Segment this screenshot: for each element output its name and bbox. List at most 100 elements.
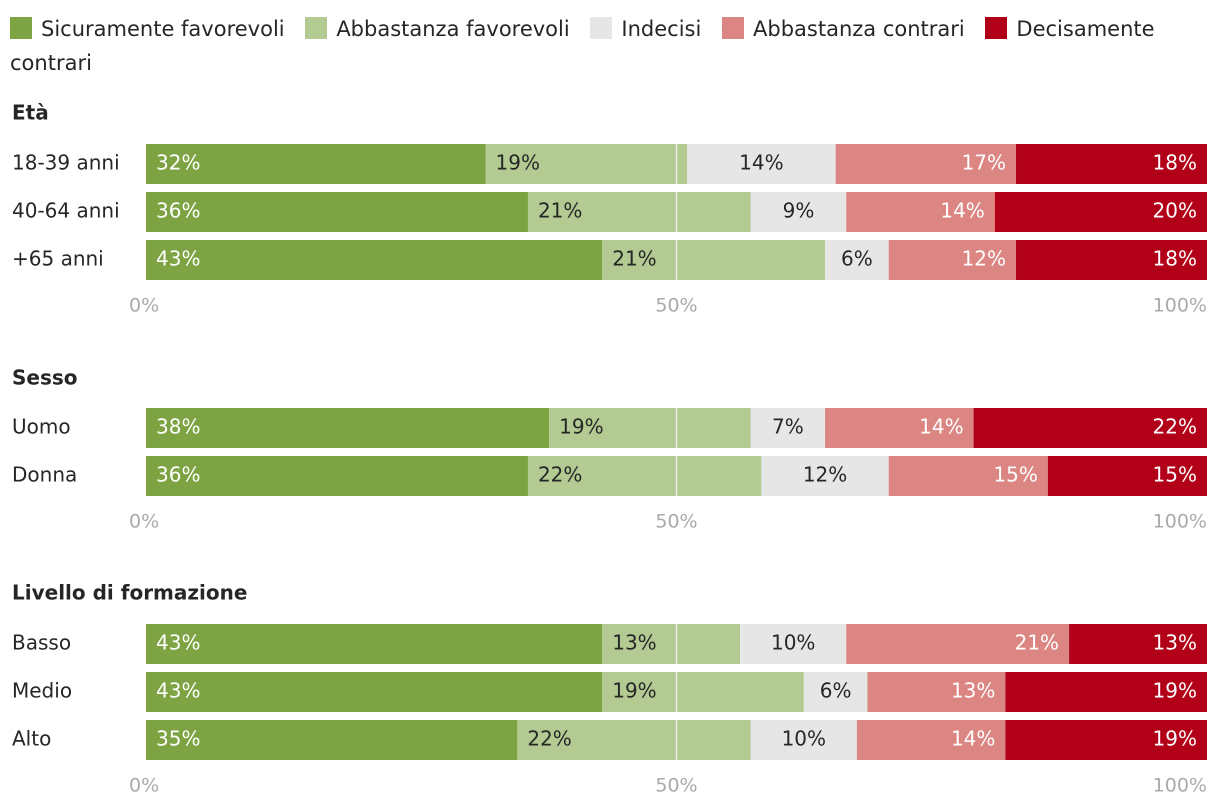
bar-segment-abbastanza-favorevoli <box>602 624 741 664</box>
axis-tick-label: 100% <box>1153 511 1207 533</box>
legend-item-abbastanza-contrari: Abbastanza contrari <box>722 17 965 41</box>
data-label: 14% <box>940 199 984 223</box>
legend-label: Abbastanza contrari <box>753 17 965 41</box>
bar-segment-decisamente-contrari <box>973 408 1207 448</box>
data-label: 17% <box>962 151 1006 175</box>
legend-swatch <box>305 17 328 39</box>
bar-segment-abbastanza-contrari <box>846 192 995 232</box>
axis-tick-label: 0% <box>129 511 159 533</box>
bar-segment-indecisi <box>761 456 889 496</box>
axis-tick-label: 50% <box>655 295 697 317</box>
data-label: 14% <box>951 727 995 751</box>
bar-segment-decisamente-contrari <box>1005 720 1207 760</box>
legend-swatch <box>10 17 32 39</box>
legend-label: Decisamente contrari <box>10 17 1155 75</box>
data-label: 35% <box>156 727 200 751</box>
legend-item-abbastanza-favorevoli: Abbastanza favorevoli <box>305 17 570 41</box>
data-label: 18% <box>1153 247 1197 271</box>
bar-segment-decisamente-contrari <box>1016 240 1207 280</box>
legend-swatch <box>722 17 744 39</box>
data-label: 43% <box>156 247 200 271</box>
bar-segment-indecisi <box>750 192 847 232</box>
legend-swatch <box>985 17 1008 39</box>
bar-segment-abbastanza-favorevoli <box>549 408 751 448</box>
data-label: 15% <box>993 463 1037 487</box>
bar-segment-abbastanza-favorevoli <box>527 456 762 496</box>
data-label: 18% <box>1153 151 1197 175</box>
data-label: 13% <box>951 679 995 703</box>
data-label: 36% <box>156 463 200 487</box>
data-label: 6% <box>820 679 852 703</box>
bar-segment-indecisi <box>803 672 868 712</box>
data-label: 15% <box>1153 463 1197 487</box>
group-title: Sesso <box>12 366 78 390</box>
legend-item-sicuramente-favorevoli: Sicuramente favorevoli <box>10 17 285 41</box>
axis-tick-label: 100% <box>1153 775 1207 797</box>
legend-label: Indecisi <box>621 17 702 41</box>
data-label: 10% <box>771 631 815 655</box>
data-label: 21% <box>538 199 582 223</box>
bar-segment-sicuramente-favorevoli <box>146 192 528 232</box>
bar-segment-decisamente-contrari <box>1005 672 1207 712</box>
data-label: 38% <box>156 415 200 439</box>
legend: Sicuramente favorevoli Abbastanza favore… <box>10 12 1210 80</box>
legend-label: Abbastanza favorevoli <box>336 17 570 41</box>
bar-segment-abbastanza-favorevoli <box>517 720 751 760</box>
data-label: 22% <box>1153 415 1197 439</box>
bar-segment-sicuramente-favorevoli <box>146 720 518 760</box>
row-label: +65 anni <box>12 247 104 271</box>
row-label: Alto <box>12 727 51 751</box>
bar-segment-decisamente-contrari <box>1016 144 1207 184</box>
data-label: 43% <box>156 631 200 655</box>
bar-segment-abbastanza-contrari <box>888 240 1017 280</box>
row-label: Basso <box>12 631 71 655</box>
bar-segment-indecisi <box>687 144 836 184</box>
bar-segment-sicuramente-favorevoli <box>146 144 486 184</box>
data-label: 7% <box>772 415 804 439</box>
bar-segment-indecisi <box>750 408 826 448</box>
bar-segment-indecisi <box>740 624 847 664</box>
axis-tick-label: 50% <box>655 511 697 533</box>
bar-segment-abbastanza-contrari <box>888 456 1048 496</box>
bar-segment-sicuramente-favorevoli <box>146 408 550 448</box>
row-label: 18-39 anni <box>12 151 120 175</box>
row-label: Donna <box>12 463 77 487</box>
row-label: 40-64 anni <box>12 199 120 223</box>
row-label: Medio <box>12 679 72 703</box>
bar-segment-abbastanza-favorevoli <box>485 144 688 184</box>
data-label: 12% <box>962 247 1006 271</box>
data-label: 9% <box>783 199 815 223</box>
data-label: 21% <box>1015 631 1059 655</box>
data-label: 10% <box>782 727 826 751</box>
data-label: 22% <box>538 463 582 487</box>
data-label: 19% <box>612 679 656 703</box>
data-label: 21% <box>612 247 656 271</box>
bar-segment-indecisi <box>825 240 889 280</box>
data-label: 6% <box>841 247 873 271</box>
group-title: Età <box>12 101 49 125</box>
bar-segment-abbastanza-favorevoli <box>602 672 804 712</box>
data-label: 13% <box>1153 631 1197 655</box>
data-label: 19% <box>559 415 603 439</box>
data-label: 14% <box>919 415 963 439</box>
bar-segment-abbastanza-contrari <box>867 672 1006 712</box>
data-label: 19% <box>496 151 540 175</box>
legend-label: Sicuramente favorevoli <box>41 17 285 41</box>
data-label: 13% <box>612 631 656 655</box>
bar-segment-abbastanza-contrari <box>856 720 1006 760</box>
row-label: Uomo <box>12 415 71 439</box>
group-title: Livello di formazione <box>12 581 247 605</box>
bar-segment-abbastanza-contrari <box>825 408 974 448</box>
data-label: 36% <box>156 199 200 223</box>
bar-segment-sicuramente-favorevoli <box>146 624 603 664</box>
bar-segment-sicuramente-favorevoli <box>146 240 603 280</box>
legend-item-indecisi: Indecisi <box>590 17 701 41</box>
bar-segment-sicuramente-favorevoli <box>146 672 603 712</box>
legend-swatch <box>590 17 613 39</box>
bar-segment-decisamente-contrari <box>1047 456 1207 496</box>
data-label: 19% <box>1153 679 1197 703</box>
bar-segment-decisamente-contrari <box>994 192 1207 232</box>
bar-segment-decisamente-contrari <box>1069 624 1207 664</box>
